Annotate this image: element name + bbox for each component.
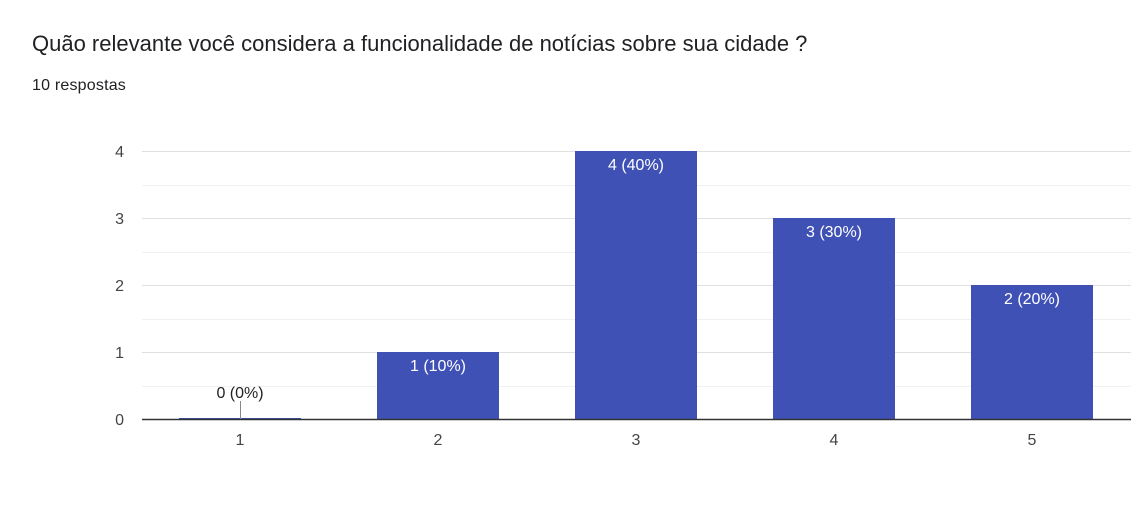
chart-title: Quão relevante você considera a funciona… <box>32 31 808 56</box>
data-label: 1 (10%) <box>410 358 466 375</box>
data-label: 3 (30%) <box>806 224 862 241</box>
y-tick-label: 4 <box>115 144 124 161</box>
bars <box>179 151 1093 419</box>
data-label: 2 (20%) <box>1004 291 1060 308</box>
y-axis-ticks: 0 1 2 3 4 <box>115 144 124 429</box>
y-tick-label: 1 <box>115 345 124 362</box>
x-tick-label: 5 <box>1028 432 1037 449</box>
bar-3 <box>575 151 697 419</box>
x-tick-label: 4 <box>830 432 839 449</box>
data-label: 0 (0%) <box>216 385 263 402</box>
bar-4 <box>773 218 895 419</box>
bar-2 <box>377 352 499 419</box>
x-tick-label: 3 <box>632 432 641 449</box>
y-tick-label: 2 <box>115 278 124 295</box>
x-tick-label: 2 <box>434 432 443 449</box>
x-tick-label: 1 <box>236 432 245 449</box>
data-labels: 0 (0%) 1 (10%) 4 (40%) 3 (30%) 2 (20%) <box>216 157 1060 419</box>
data-label: 4 (40%) <box>608 157 664 174</box>
x-axis-ticks: 1 2 3 4 5 <box>142 418 1131 449</box>
response-count: 10 respostas <box>32 77 127 94</box>
y-tick-label: 3 <box>115 211 124 228</box>
bar-5 <box>971 285 1093 419</box>
y-tick-label: 0 <box>115 412 124 429</box>
